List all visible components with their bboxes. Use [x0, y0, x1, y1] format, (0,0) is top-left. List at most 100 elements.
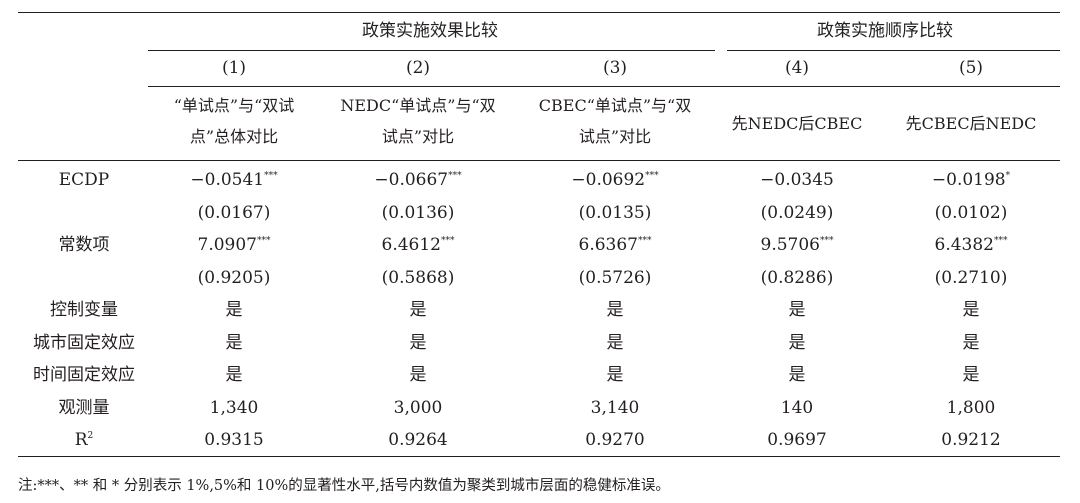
cell-value: 是 — [409, 365, 427, 385]
table-cell: 7.0907*** — [198, 235, 271, 255]
table-cell: (0.0102) — [935, 203, 1008, 223]
column-title-line2: 试点”对比 — [578, 127, 652, 146]
cell-value: (0.2710) — [934, 267, 1008, 288]
table-cell: −0.0541*** — [190, 170, 277, 190]
table-cell: 是 — [607, 333, 624, 353]
table-cell: 3,140 — [591, 398, 640, 418]
cell-value: 是 — [606, 300, 624, 320]
cell-value: (0.8286) — [760, 267, 834, 288]
cell-value: 是 — [962, 365, 980, 385]
column-number: (4) — [784, 58, 810, 78]
significance-stars: * — [1005, 171, 1011, 181]
table-cell: 3,000 — [394, 398, 443, 418]
row-label: 观测量 — [59, 398, 110, 418]
significance-stars: *** — [645, 171, 659, 181]
table-cell: 是 — [963, 300, 980, 320]
cell-value: (0.5868) — [381, 267, 455, 288]
cell-value: 是 — [788, 365, 806, 385]
table-cell: −0.0345 — [760, 170, 834, 190]
column-number: (1) — [221, 58, 247, 78]
cell-value: 7.0907 — [197, 235, 257, 255]
group-order-underline — [727, 50, 1060, 51]
group-header-order: 政策实施顺序比较 — [817, 21, 953, 41]
row-label: 控制变量 — [50, 300, 118, 320]
table-note: 注:***、** 和 * 分别表示 1%,5%和 10%的显著性水平,括号内数值… — [18, 478, 670, 494]
cell-value: −0.0692 — [571, 170, 646, 190]
cell-value: 6.4382 — [934, 235, 994, 255]
cell-value: 6.6367 — [578, 235, 638, 255]
cell-value: (0.0167) — [197, 202, 271, 223]
table-cell: (0.0249) — [761, 203, 834, 223]
cell-value: 是 — [225, 365, 243, 385]
cell-value: −0.0198 — [931, 170, 1006, 190]
header-bottom-rule — [18, 160, 1060, 161]
cell-value: 0.9697 — [767, 430, 827, 450]
cell-value: (0.0102) — [934, 202, 1008, 223]
row-label-text: 控制变量 — [50, 300, 118, 320]
row-label-text: R — [74, 430, 88, 450]
table-cell: (0.9205) — [198, 268, 271, 288]
table-cell: 是 — [226, 300, 243, 320]
significance-stars: *** — [264, 171, 278, 181]
cell-value: (0.0135) — [578, 202, 652, 223]
table-cell: 是 — [789, 333, 806, 353]
row-label: 城市固定效应 — [33, 333, 135, 353]
table-cell: 是 — [789, 365, 806, 385]
significance-stars: *** — [448, 171, 462, 181]
table-cell: (0.2710) — [935, 268, 1008, 288]
table-cell: (0.0167) — [198, 203, 271, 223]
table-cell: 6.4612*** — [382, 235, 455, 255]
cell-value: (0.9205) — [197, 267, 271, 288]
cell-value: 是 — [409, 300, 427, 320]
cell-value: 3,140 — [590, 397, 640, 418]
cell-value: 1,800 — [946, 397, 996, 418]
table-cell: 0.9212 — [941, 430, 1000, 450]
table-cell: 0.9697 — [767, 430, 826, 450]
row-label: 常数项 — [59, 235, 110, 255]
table-cell: (0.0135) — [579, 203, 652, 223]
cell-value: (0.0136) — [381, 202, 455, 223]
table-cell: 是 — [410, 333, 427, 353]
column-number: (5) — [958, 58, 984, 78]
table-cell: 6.6367*** — [579, 235, 652, 255]
significance-stars: *** — [819, 236, 834, 246]
row-label-text: 常数项 — [58, 235, 110, 255]
column-title: 先CBEC后NEDC — [905, 114, 1037, 133]
cell-value: 1,340 — [209, 397, 259, 418]
cell-value: −0.0667 — [374, 170, 449, 190]
table-cell: 9.5706*** — [761, 235, 834, 255]
cell-value: 是 — [606, 332, 624, 353]
table-cell: 是 — [410, 300, 427, 320]
cell-value: 是 — [962, 300, 980, 320]
column-title-line2: 试点”对比 — [381, 127, 455, 146]
top-rule — [18, 12, 1060, 13]
cell-value: 140 — [780, 397, 814, 418]
table-cell: 6.4382*** — [935, 235, 1008, 255]
row-label-superscript: 2 — [87, 431, 94, 441]
table-cell: −0.0667*** — [374, 170, 461, 190]
table-cell: (0.5868) — [382, 268, 455, 288]
table-cell: −0.0198* — [932, 170, 1010, 190]
cell-value: 0.9270 — [585, 430, 645, 450]
group-effect-underline — [148, 50, 715, 51]
cell-value: 0.9315 — [204, 430, 264, 450]
row-label-text: ECDP — [58, 170, 110, 190]
cell-value: (0.0249) — [760, 202, 834, 223]
table-cell: (0.5726) — [579, 268, 652, 288]
column-title-line2: 点”总体对比 — [189, 127, 279, 146]
row-label: 时间固定效应 — [33, 365, 135, 385]
table-cell: 0.9264 — [388, 430, 447, 450]
table-cell: 0.9270 — [585, 430, 644, 450]
table-cell: 是 — [226, 365, 243, 385]
cell-value: 是 — [788, 332, 806, 353]
cell-value: 3,000 — [393, 397, 443, 418]
column-title: 先NEDC后CBEC — [731, 114, 863, 133]
column-numbers-underline — [148, 86, 1060, 87]
table-cell: 是 — [607, 300, 624, 320]
table-cell: 0.9315 — [204, 430, 263, 450]
cell-value: 是 — [606, 365, 624, 385]
group-header-effect: 政策实施效果比较 — [362, 21, 498, 41]
column-number: (3) — [602, 58, 628, 78]
table-cell: (0.8286) — [761, 268, 834, 288]
table-cell: (0.0136) — [382, 203, 455, 223]
